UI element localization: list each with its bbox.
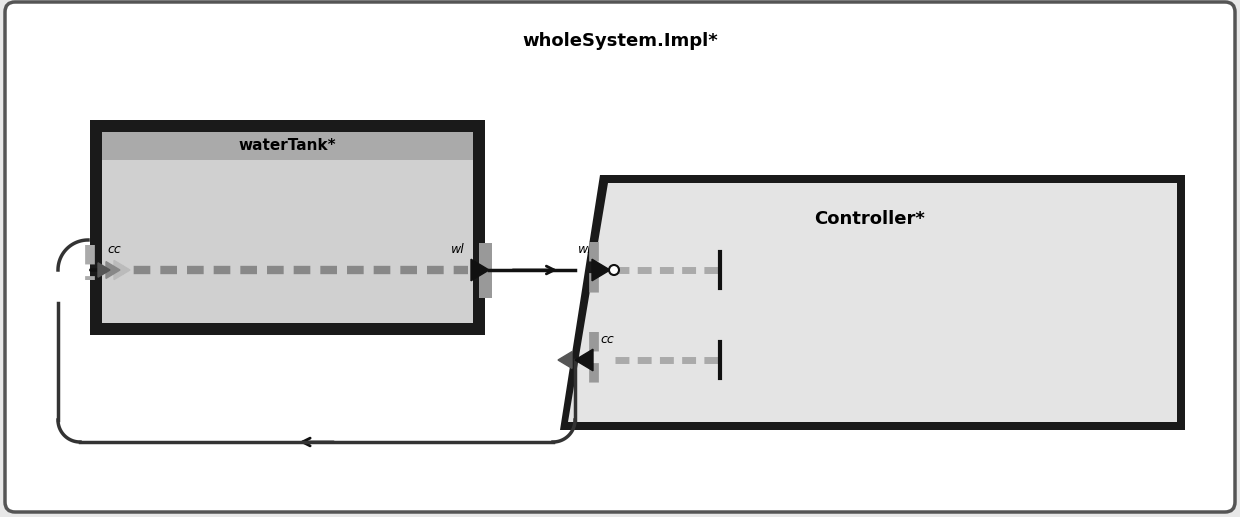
Text: wl: wl	[578, 243, 591, 256]
Bar	[479, 242, 491, 297]
Text: cc: cc	[107, 243, 120, 256]
Polygon shape	[471, 259, 489, 281]
Bar	[102, 132, 472, 160]
Polygon shape	[568, 183, 1177, 422]
Text: wl: wl	[451, 243, 465, 256]
Circle shape	[609, 265, 619, 275]
Bar	[102, 132, 472, 323]
Text: wholeSystem.Impl*: wholeSystem.Impl*	[522, 32, 718, 50]
Polygon shape	[558, 352, 572, 369]
Polygon shape	[114, 261, 130, 280]
Bar	[91, 120, 485, 335]
FancyBboxPatch shape	[5, 2, 1235, 512]
Polygon shape	[105, 262, 120, 278]
Polygon shape	[98, 263, 110, 277]
Text: Controller*: Controller*	[815, 210, 925, 228]
Polygon shape	[591, 259, 610, 281]
Polygon shape	[575, 349, 593, 371]
Text: waterTank*: waterTank*	[238, 139, 336, 154]
Polygon shape	[560, 175, 1185, 430]
Text: cc: cc	[600, 333, 614, 346]
